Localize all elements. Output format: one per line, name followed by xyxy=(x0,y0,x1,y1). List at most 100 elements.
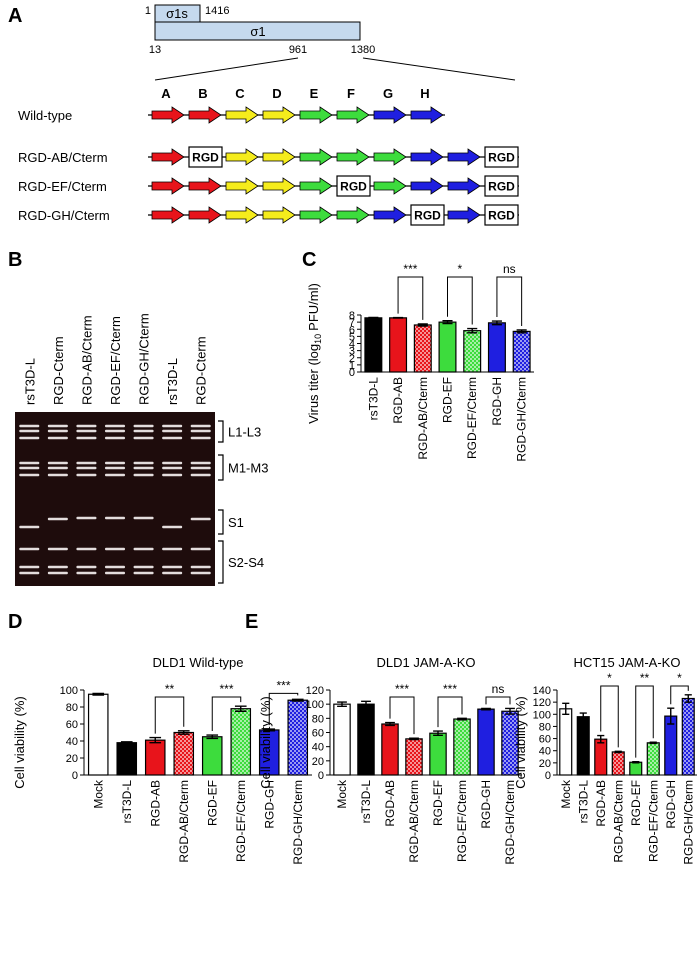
significance-bracket xyxy=(601,686,619,747)
row-label: RGD-GH/Cterm xyxy=(18,208,110,223)
y-axis-label-text: Cell viability (%) xyxy=(513,696,528,788)
gel-band xyxy=(134,437,154,440)
arrow xyxy=(226,178,258,194)
y-tick-label: 40 xyxy=(312,742,324,754)
bar xyxy=(454,719,470,775)
bar xyxy=(146,740,165,775)
chart-title: HCT15 JAM-A-KO xyxy=(574,655,681,670)
gel-band xyxy=(105,566,125,569)
x-tick-label: RGD-GH/Cterm xyxy=(503,780,517,865)
y-tick-label: 140 xyxy=(533,685,551,697)
error-bar xyxy=(368,317,378,318)
domain-letter: D xyxy=(272,86,281,101)
gel-band xyxy=(105,517,125,520)
gel-band xyxy=(48,474,68,477)
bar xyxy=(665,716,677,775)
gel-band xyxy=(48,425,68,428)
significance-label: ns xyxy=(503,262,516,276)
bar xyxy=(577,717,589,775)
arrow xyxy=(226,207,258,223)
arrow xyxy=(226,149,258,165)
sigma1-mid: 961 xyxy=(289,44,307,56)
sigma1s-start: 1 xyxy=(145,5,151,17)
y-axis-label: Cell viability (%) xyxy=(12,696,27,788)
y-axis-label-end: PFU/ml) xyxy=(306,283,321,331)
significance-bracket xyxy=(398,277,423,320)
domain-letter: A xyxy=(161,86,171,101)
rgd-label: RGD xyxy=(414,209,441,223)
band-bracket xyxy=(218,421,223,442)
rgd-label: RGD xyxy=(488,151,515,165)
y-axis-label-text: Virus titer (log xyxy=(306,344,321,424)
gel-band xyxy=(105,572,125,575)
gel-band xyxy=(105,474,125,477)
gel-band xyxy=(162,430,182,433)
arrow xyxy=(374,178,406,194)
arrow xyxy=(263,107,295,123)
gel-band xyxy=(134,462,154,465)
gel-band xyxy=(19,467,39,470)
arrow xyxy=(374,107,406,123)
gel-band xyxy=(162,467,182,470)
lane-label: RGD-EF/Cterm xyxy=(108,316,123,405)
significance-label: * xyxy=(677,671,682,685)
y-axis-label: Cell viability (%) xyxy=(513,696,528,788)
arrow xyxy=(411,107,443,123)
x-tick-label: RGD-EF/Cterm xyxy=(646,780,660,862)
arrow xyxy=(337,149,369,165)
significance-label: ** xyxy=(165,682,175,696)
gel-band xyxy=(162,566,182,569)
arrow xyxy=(263,178,295,194)
gel-band xyxy=(105,437,125,440)
gel-band xyxy=(19,437,39,440)
rgd-label: RGD xyxy=(488,180,515,194)
significance-bracket xyxy=(497,277,522,326)
significance-label: * xyxy=(607,671,612,685)
gel-band xyxy=(191,474,211,477)
band-bracket xyxy=(218,510,223,534)
x-tick-label: RGD-GH/Cterm xyxy=(515,377,529,462)
bar xyxy=(595,739,607,775)
band-bracket xyxy=(218,455,223,480)
y-axis-label-sub: 10 xyxy=(313,334,323,344)
gel-band xyxy=(191,566,211,569)
arrow xyxy=(263,149,295,165)
gel-band xyxy=(48,467,68,470)
arrow xyxy=(152,207,184,223)
gel-band xyxy=(48,462,68,465)
x-tick-label: Mock xyxy=(335,779,349,809)
y-tick-label: 0 xyxy=(545,770,551,782)
gel-band xyxy=(191,548,211,551)
arrow xyxy=(152,107,184,123)
bar xyxy=(117,743,136,775)
gel-band xyxy=(191,518,211,521)
arrow xyxy=(411,178,443,194)
bar xyxy=(560,709,572,775)
domain-letter: F xyxy=(347,86,355,101)
y-axis-label-text: Cell viability (%) xyxy=(258,696,273,788)
gel-band xyxy=(19,566,39,569)
lane-label: rsT3D-L xyxy=(22,358,37,405)
gel-band xyxy=(48,518,68,521)
gel-band xyxy=(76,566,96,569)
x-tick-label: RGD-AB xyxy=(148,780,162,827)
bar xyxy=(489,323,506,372)
bar xyxy=(365,318,382,372)
y-tick-label: 100 xyxy=(60,685,78,697)
lane-label: RGD-Cterm xyxy=(194,336,209,405)
arrow xyxy=(263,207,295,223)
x-tick-label: RGD-GH/Cterm xyxy=(681,780,695,865)
gel-band xyxy=(19,462,39,465)
panel-label: A xyxy=(8,5,22,27)
y-tick-label: 8 xyxy=(349,310,355,322)
x-tick-label: Mock xyxy=(91,779,105,809)
significance-label: ns xyxy=(492,682,505,696)
domain-letter: C xyxy=(235,86,245,101)
panel-label: B xyxy=(8,249,22,271)
x-tick-label: RGD-EF/Cterm xyxy=(234,780,248,862)
domain-letter: B xyxy=(198,86,207,101)
sigma1-end: 1380 xyxy=(351,44,375,56)
bar xyxy=(174,733,193,776)
gel-band xyxy=(105,548,125,551)
